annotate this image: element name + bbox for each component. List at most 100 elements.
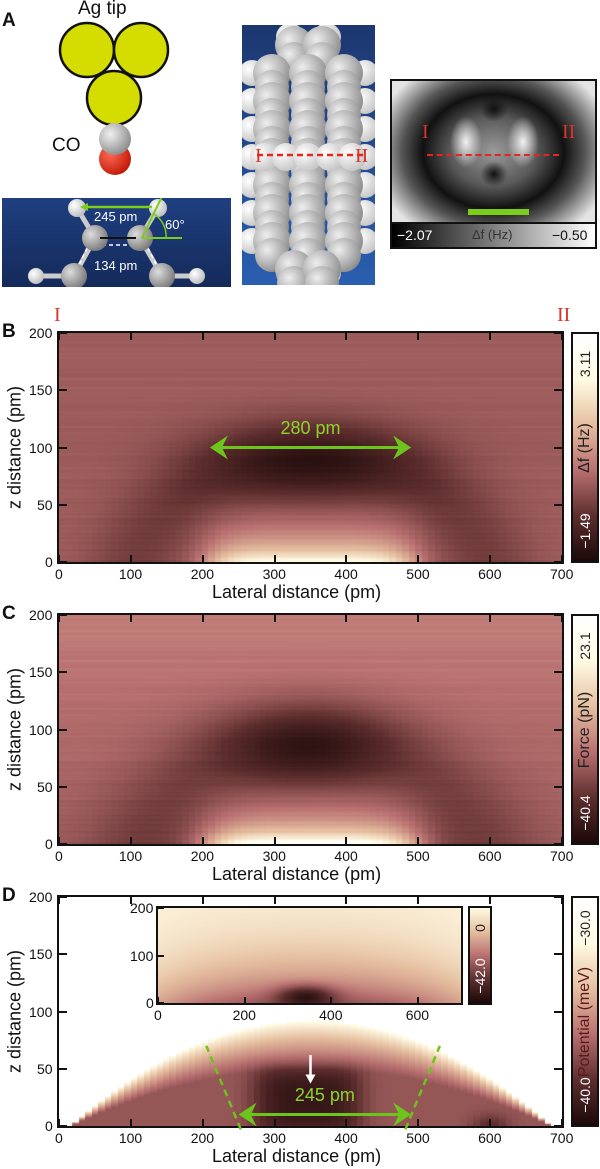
x-tick-label: 200	[190, 848, 215, 864]
afm-colorbar-label: Δf (Hz)	[472, 227, 513, 242]
inset-x-tick-label: 200	[232, 1007, 256, 1023]
afm-colorbar-max: −0.50	[552, 227, 588, 243]
panel-d-label: D	[2, 885, 16, 906]
carbon-atom	[277, 266, 311, 285]
x-tick-label: 600	[478, 848, 502, 864]
y-tick-mark	[554, 389, 562, 392]
y-tick-mark	[554, 1125, 562, 1127]
y-tick-mark	[59, 953, 67, 956]
x-tick-mark	[489, 555, 492, 562]
y-tick-label: 200	[29, 607, 53, 623]
x-tick-mark	[489, 615, 492, 622]
x-tick-label: 100	[118, 848, 143, 864]
y-tick-label: 0	[45, 836, 53, 852]
panel-c-label: C	[2, 603, 16, 624]
x-tick-mark	[201, 897, 204, 904]
x-tick-mark	[417, 615, 420, 622]
line-end-marker: II	[557, 304, 571, 326]
x-axis-title: Lateral distance (pm)	[212, 1146, 382, 1166]
scale-bar	[468, 209, 529, 215]
x-tick-mark	[345, 615, 348, 622]
x-tick-mark	[345, 555, 348, 562]
hydrogen-atom	[338, 143, 366, 171]
x-tick-label: 0	[55, 1130, 63, 1146]
bond-length-label: 134 pm	[94, 258, 138, 273]
co-label: CO	[52, 135, 81, 156]
line-end-marker: II	[562, 121, 576, 143]
y-tick-mark	[59, 389, 67, 392]
y-tick-mark	[59, 1067, 67, 1070]
y-tick-mark	[59, 1010, 67, 1013]
y-tick-mark	[554, 503, 562, 506]
x-tick-mark	[417, 897, 420, 904]
x-tick-mark	[345, 1119, 348, 1126]
x-tick-mark	[417, 555, 420, 562]
tip-atom	[85, 69, 143, 127]
y-tick-mark	[59, 561, 67, 563]
y-tick-label: 150	[29, 664, 53, 681]
y-tick-label: 200	[29, 889, 53, 905]
x-tick-label: 700	[550, 848, 574, 864]
x-tick-label: 0	[55, 848, 63, 864]
x-tick-label: 300	[262, 1130, 286, 1146]
x-tick-mark	[417, 837, 420, 844]
colorbar-c: −40.4 Force (pN) 23.1	[571, 614, 599, 845]
y-tick-label: 100	[29, 439, 53, 456]
x-tick-mark	[273, 897, 276, 904]
dimension-arrow	[205, 1045, 441, 1130]
x-tick-mark	[417, 1119, 420, 1126]
y-tick-mark	[554, 671, 562, 674]
y-tick-label: 0	[45, 1118, 53, 1134]
x-tick-label: 300	[262, 566, 286, 582]
x-tick-mark	[561, 837, 563, 844]
x-tick-mark	[201, 615, 204, 622]
inset-y-tick-label: 200	[130, 900, 154, 916]
carbon-atom	[305, 266, 339, 285]
inset-heatmap	[158, 908, 461, 1003]
y-tick-mark	[554, 1067, 562, 1070]
y-tick-mark	[554, 728, 562, 731]
dimension-arrow	[209, 435, 412, 460]
bond-geometry-diagram: 245 pm 60° 134 pm	[2, 198, 231, 287]
x-tick-mark	[58, 897, 60, 904]
x-tick-mark	[273, 1119, 276, 1126]
x-tick-label: 400	[334, 1130, 358, 1146]
y-tick-mark	[554, 896, 562, 898]
x-tick-mark	[345, 333, 348, 340]
y-tick-mark	[554, 614, 562, 616]
x-tick-label: 0	[55, 566, 63, 582]
x-tick-label: 500	[406, 566, 430, 582]
x-tick-mark	[561, 897, 563, 904]
y-tick-label: 150	[29, 946, 53, 963]
x-tick-mark	[489, 333, 492, 340]
x-tick-mark	[201, 837, 204, 844]
y-tick-mark	[59, 332, 67, 334]
x-tick-label: 700	[550, 1130, 574, 1146]
x-tick-mark	[417, 333, 420, 340]
y-tick-label: 200	[29, 325, 53, 341]
x-tick-mark	[561, 1119, 563, 1126]
y-tick-mark	[554, 843, 562, 845]
y-tick-mark	[59, 503, 67, 506]
x-axis-title: Lateral distance (pm)	[212, 864, 382, 884]
y-tick-label: 0	[45, 554, 53, 570]
panel-a-label: A	[2, 10, 16, 31]
inset-y-tick-label: 100	[130, 947, 154, 964]
y-tick-mark	[554, 561, 562, 563]
x-tick-label: 500	[406, 848, 430, 864]
y-tick-mark	[59, 896, 67, 898]
carbon-atom	[99, 123, 131, 155]
x-tick-mark	[201, 555, 204, 562]
afm-image: I II −2.07 Δf (Hz) −0.50	[390, 79, 597, 249]
x-tick-label: 700	[550, 566, 574, 582]
x-tick-label: 400	[334, 566, 358, 582]
y-axis-title: z distance (pm)	[4, 667, 25, 791]
y-tick-mark	[59, 843, 67, 845]
x-tick-mark	[58, 837, 60, 844]
x-tick-label: 600	[478, 1130, 502, 1146]
angle-guide	[404, 1045, 441, 1130]
x-tick-mark	[58, 1119, 60, 1126]
y-tick-label: 100	[29, 1003, 53, 1020]
x-tick-mark	[243, 997, 246, 1003]
heatmap-c	[59, 615, 562, 844]
